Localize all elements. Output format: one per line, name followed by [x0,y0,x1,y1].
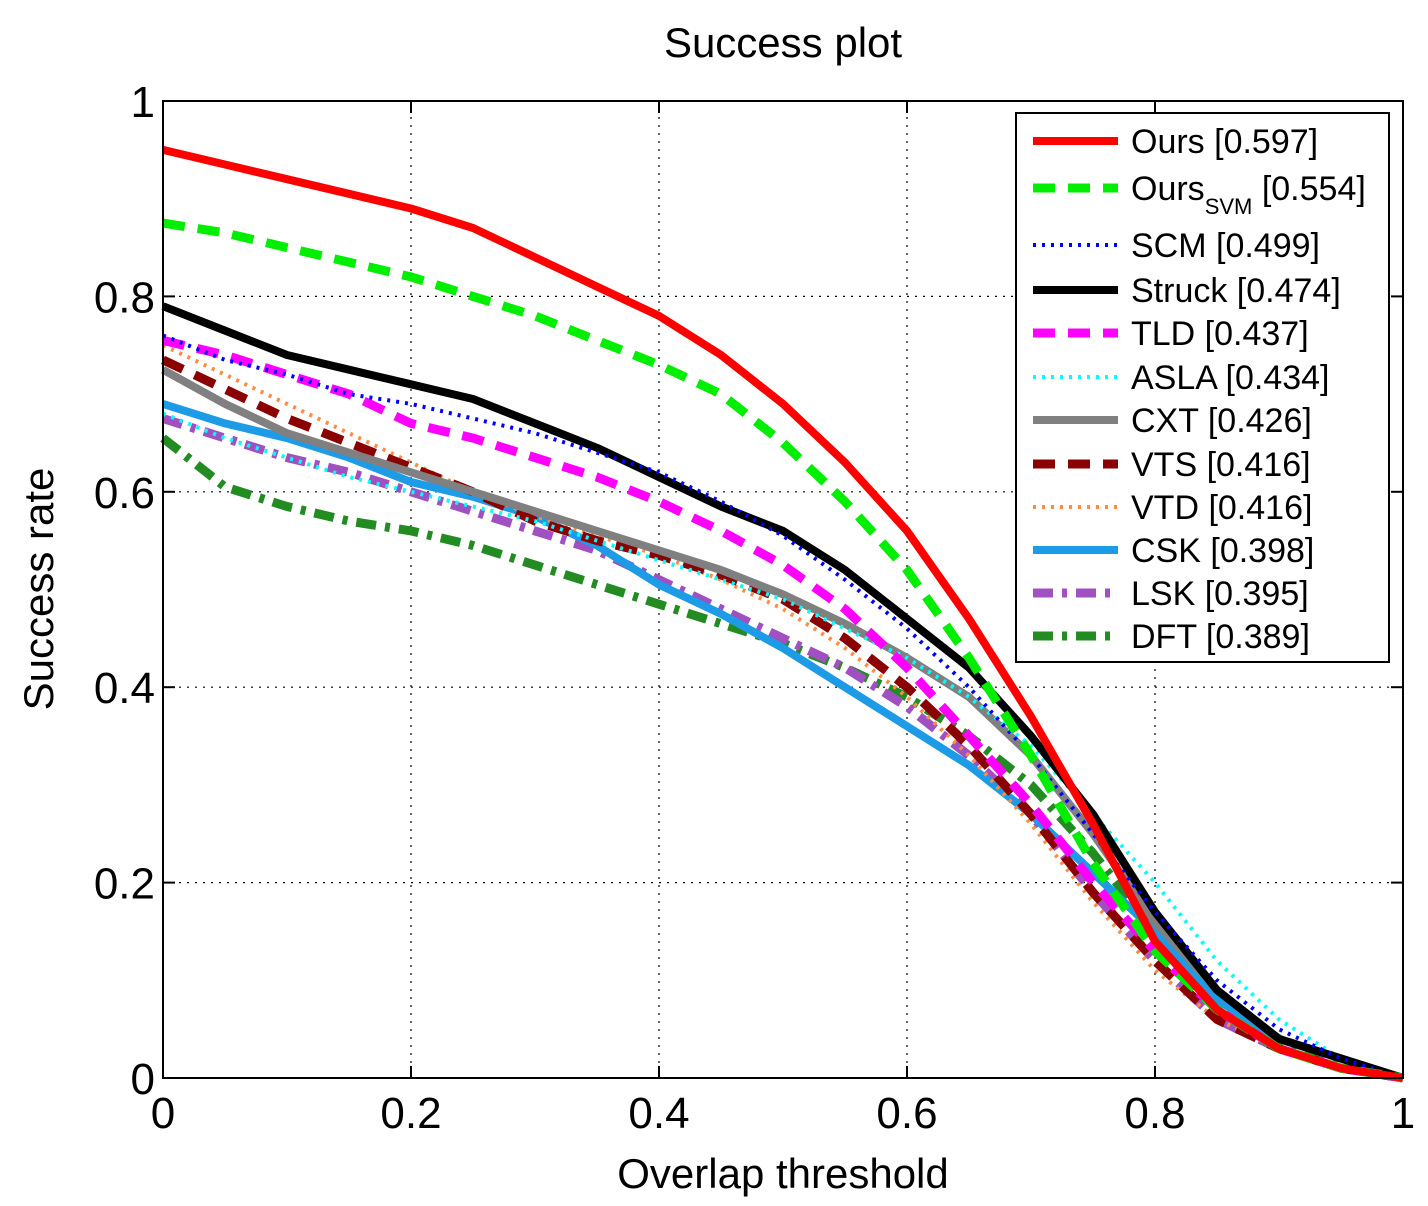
legend-label: CXT [0.426] [1131,402,1312,440]
series-line-tld [161,336,1404,1083]
plot-frame [162,100,1404,1079]
legend-label: ASLA [0.434] [1131,359,1330,397]
chart-title: Success plot [664,19,902,66]
series-line-ours [162,146,1404,1082]
x-tick-label: 0.2 [380,1089,441,1138]
series-line-struck [161,302,1405,1082]
series-lines [160,146,1405,1083]
y-tick-label: 0.6 [94,469,155,518]
y-tick-label: 0 [131,1055,155,1104]
legend-box [1015,112,1390,663]
legend-label: LSK [0.395] [1131,575,1309,613]
x-tick-label: 0.8 [1124,1089,1185,1138]
y-tick-label: 1 [131,78,155,127]
legend-label: TLD [0.437] [1131,315,1309,353]
legend-label: Ours [0.597] [1131,123,1318,161]
y-tick-label: 0.4 [94,664,155,713]
legend-label: SCM [0.499] [1131,227,1320,265]
x-tick-label: 0.4 [628,1089,689,1138]
y-tick-label: 0.8 [94,273,155,322]
legend-label: OursSVM [0.554] [1131,170,1366,219]
legend-label: VTS [0.416] [1131,446,1311,484]
legend-label: VTD [0.416] [1131,489,1312,527]
legend: Ours [0.597] OursSVM [0.554] SCM [0.499] St… [1015,112,1390,663]
x-tick-label: 0 [151,1089,175,1138]
y-tick-label: 0.2 [94,860,155,909]
series-line-vts [161,355,1404,1083]
x-tick-label: 1 [1391,1089,1415,1138]
series-line-asla [162,411,1404,1080]
series-line-csk [161,400,1405,1082]
legend-label: CSK [0.398] [1131,532,1314,570]
legend-label: DFT [0.389] [1131,618,1310,656]
legend-label: Struck [0.474] [1131,272,1341,310]
series-line-scm [162,333,1404,1080]
axis-ticks: 0 0.2 0.4 0.6 0.8 1 0 0.2 0.4 0.6 0.8 1 [94,78,1415,1138]
series-line-ours-svm [162,218,1404,1083]
y-axis-label: Success rate [15,468,62,711]
x-tick-label: 0.6 [876,1089,937,1138]
x-axis-label: Overlap threshold [617,1150,949,1197]
